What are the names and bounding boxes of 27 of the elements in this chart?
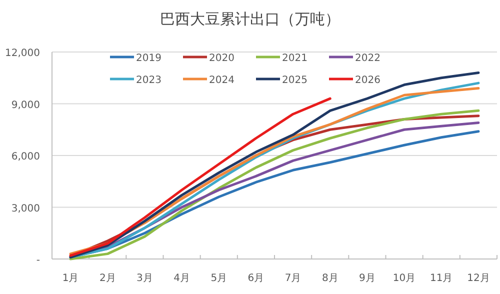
chart-title: 巴西大豆累计出口（万吨） [160, 10, 340, 28]
y-tick-label: 12,000 [5, 48, 40, 59]
y-tick-label: - [36, 255, 40, 266]
line-series [69, 97, 332, 257]
legend-label: 2026 [355, 75, 380, 86]
x-tick-label: 11月 [430, 273, 453, 284]
x-tick-label: 1月 [62, 273, 79, 284]
x-tick-label: 7月 [284, 273, 302, 284]
y-tick-label: 3,000 [11, 203, 40, 214]
legend-label: 2021 [282, 53, 308, 64]
legend-label: 2020 [209, 53, 234, 64]
legend-label: 2024 [209, 75, 234, 86]
x-tick-label: 5月 [210, 273, 228, 284]
x-tick-label: 10月 [392, 273, 416, 284]
y-tick-label: 6,000 [11, 152, 40, 162]
x-tick-label: 2月 [99, 273, 116, 284]
legend-label: 2023 [136, 75, 162, 86]
x-tick-label: 6月 [248, 273, 264, 284]
x-tick-label: 8月 [322, 273, 338, 284]
x-tick-label: 9月 [359, 273, 376, 284]
legend-label: 2019 [136, 53, 162, 64]
legend-label: 2022 [355, 53, 380, 64]
x-tick-label: 3月 [136, 273, 153, 284]
y-tick-label: 9,000 [11, 100, 40, 111]
x-tick-label: 12月 [467, 273, 490, 284]
x-tick-label: 4月 [174, 273, 190, 284]
legend-label: 2025 [282, 75, 308, 86]
